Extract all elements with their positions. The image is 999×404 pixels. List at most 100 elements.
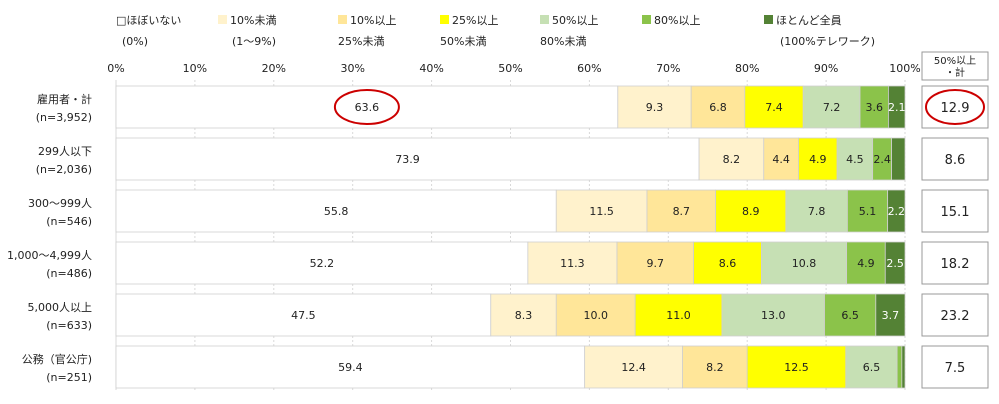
bar-segment-r5-s1 [584,345,683,389]
total-box-3 [921,241,989,285]
data-label-r5-s0: 59.4 [338,361,363,374]
bar-segment-r3-s3 [693,241,762,285]
legend-subtext-6: (100%テレワーク) [780,35,875,48]
category-label-3: 1,000～4,999人 [7,249,92,262]
bar-segment-r1-s1 [698,137,765,181]
data-label-r4-s3: 11.0 [666,309,691,322]
data-label-r5-s1: 12.4 [621,361,646,374]
legend-text-6: ほとんど全員 [776,13,842,27]
data-label-r4-s5: 6.5 [841,309,859,322]
data-label-r0-s2: 6.8 [709,101,727,114]
data-label-r2-s6: 2.2 [888,205,906,218]
legend-subtext-0: (0%) [122,35,148,48]
legend-subtext-3: 50%未満 [440,35,486,48]
data-label-r4-s1: 8.3 [515,309,533,322]
bar-segment-r5-s6 [901,345,906,389]
data-label-r5-s3: 12.5 [784,361,809,374]
total-value-0: 12.9 [941,101,970,116]
data-label-r4-s4: 13.0 [761,309,786,322]
data-label-r2-s5: 5.1 [859,205,877,218]
data-label-r2-s3: 8.9 [742,205,760,218]
x-tick-label-8: 80% [735,62,759,75]
data-label-r4-s2: 10.0 [583,309,608,322]
bar-segment-r4-s4 [721,293,825,337]
bar-segment-r1-s0 [115,137,700,181]
legend-text-2: 10%以上 [350,14,396,27]
data-label-r2-s4: 7.8 [808,205,826,218]
x-tick-label-6: 60% [577,62,601,75]
x-tick-label-9: 90% [814,62,838,75]
legend-swatch-2 [338,15,347,24]
bar-segment-r5-s5 [896,345,903,389]
bar-segment-r1-s3 [798,137,838,181]
category-label-1: 299人以下 [38,145,92,158]
legend-subtext-4: 80%未満 [540,35,586,48]
legend-swatch-5 [642,15,651,24]
legend-swatch-1 [218,15,227,24]
bar-segment-r3-s4 [761,241,848,285]
bar-segment-r4-s1 [490,293,557,337]
bar-segment-r3-s5 [846,241,886,285]
bar-segment-r4-s5 [824,293,877,337]
category-n-label-3: (n=486) [46,267,92,280]
data-label-r1-s5: 2.4 [873,153,891,166]
data-label-r3-s3: 8.6 [719,257,737,270]
x-tick-label-4: 40% [419,62,443,75]
bar-segment-r1-s2 [763,137,799,181]
legend-text-1: 10%未満 [230,14,276,27]
bar-segment-r0-s3 [744,85,804,129]
data-label-r0-s5: 3.6 [865,101,883,114]
category-n-label-5: (n=251) [46,371,92,384]
data-label-r0-s4: 7.2 [823,101,841,114]
highlight-circle-total [925,89,985,125]
data-label-r5-s4: 6.5 [863,361,881,374]
legend-text-5: 80%以上 [654,14,700,27]
total-box-1 [921,137,989,181]
total-box-0 [921,85,989,129]
legend-subtext-1: (1～9%) [232,35,276,48]
category-n-label-1: (n=2,036) [36,163,92,176]
data-label-r1-s1: 8.2 [723,153,741,166]
data-label-r0-s3: 7.4 [765,101,783,114]
data-label-r1-s2: 4.4 [772,153,790,166]
category-label-2: 300～999人 [28,197,92,210]
data-label-r1-s4: 4.5 [846,153,864,166]
data-label-r2-s2: 8.7 [673,205,691,218]
x-tick-label-2: 20% [262,62,286,75]
total-header-line2: ・計 [945,66,965,79]
legend-text-3: 25%以上 [452,14,498,27]
data-label-r3-s0: 52.2 [310,257,335,270]
category-label-5: 公務（官公庁) [22,352,92,366]
legend-subtext-2: 25%未満 [338,35,384,48]
data-label-r1-s3: 4.9 [809,153,827,166]
bar-segment-r2-s6 [887,189,906,233]
legend-swatch-3 [440,15,449,24]
bar-segment-r3-s2 [616,241,694,285]
x-tick-label-1: 10% [183,62,207,75]
total-value-1: 8.6 [945,153,966,168]
data-label-r3-s1: 11.3 [560,257,585,270]
bar-segment-r3-s6 [884,241,906,285]
total-box-4 [921,293,989,337]
x-tick-label-0: 0% [107,62,124,75]
data-label-r3-s4: 10.8 [792,257,817,270]
bar-segment-r0-s2 [690,85,746,129]
bar-segment-r3-s0 [115,241,529,285]
total-box-5 [921,345,989,389]
data-label-r0-s0: 63.6 [355,101,380,114]
data-label-r3-s5: 4.9 [857,257,875,270]
highlight-circle-main [333,89,400,125]
bar-segment-r4-s0 [115,293,492,337]
total-value-3: 18.2 [941,257,970,272]
x-tick-label-7: 70% [656,62,680,75]
data-label-r1-s0: 73.9 [395,153,420,166]
x-tick-label-3: 30% [340,62,364,75]
bar-segment-r5-s3 [746,345,847,389]
data-label-r2-s1: 11.5 [589,205,614,218]
data-label-r0-s1: 9.3 [646,101,664,114]
legend-swatch-4 [540,15,549,24]
bar-segment-r3-s1 [527,241,618,285]
bar-segment-r0-s0 [115,85,619,129]
